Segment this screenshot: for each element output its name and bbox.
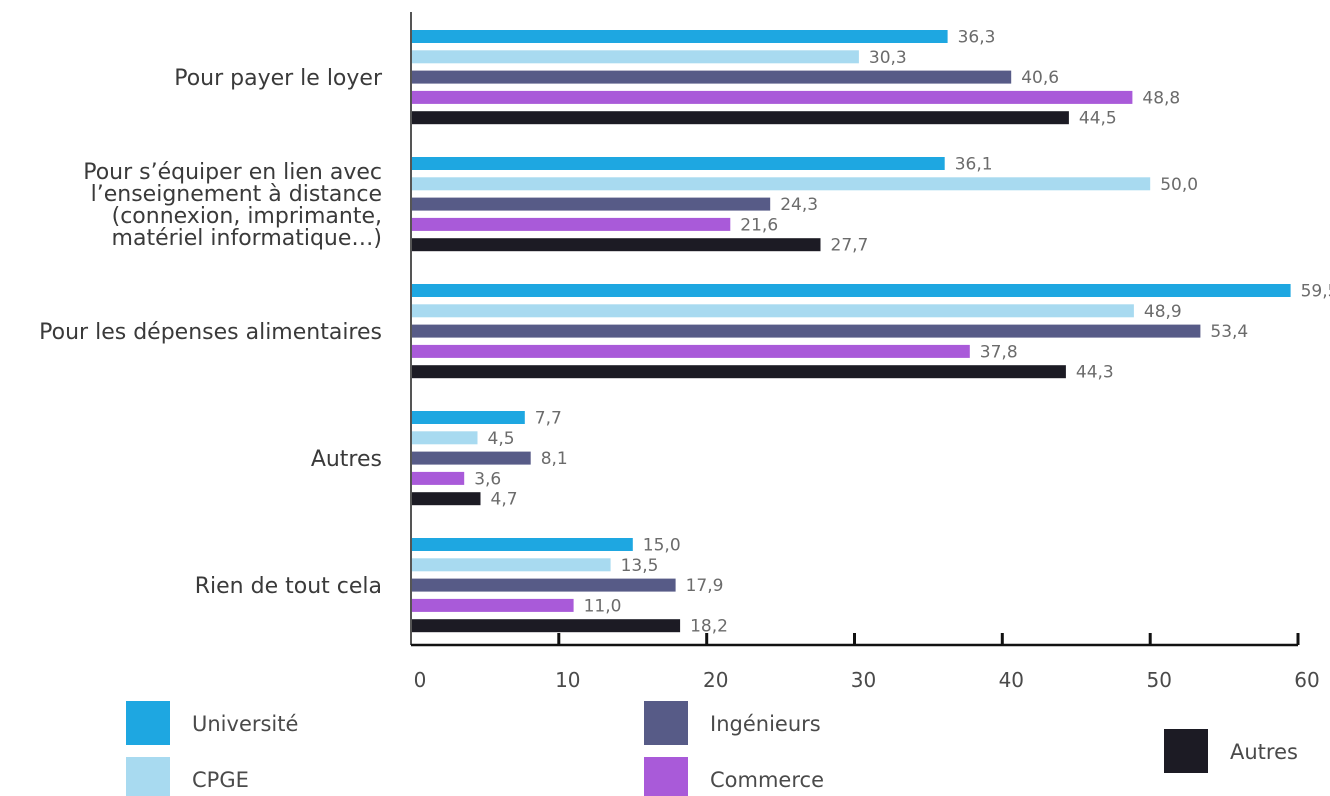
x-tick-label: 20 bbox=[703, 668, 728, 692]
x-tick-label: 30 bbox=[851, 668, 876, 692]
value-label: 36,3 bbox=[958, 28, 996, 48]
legend-label: Université bbox=[192, 712, 298, 736]
x-tick-label: 50 bbox=[1146, 668, 1171, 692]
bar-3-4 bbox=[411, 344, 970, 358]
legend-swatch bbox=[126, 757, 170, 796]
value-labels-group: 36,3 30,3 40,6 48,8 44,5 36,1 50,0 24,321,6 27,7… bbox=[474, 28, 1330, 637]
legend: Université CPGE Ingénieurs Commerce Autres bbox=[126, 701, 1298, 796]
value-label: 40,6 bbox=[1021, 68, 1059, 88]
bar-4-1 bbox=[411, 411, 525, 424]
x-axis: 0 10 20 30 40 50 60 bbox=[410, 12, 1320, 692]
legend-swatch bbox=[644, 757, 688, 796]
value-label: 48,8 bbox=[1142, 88, 1180, 108]
bars-group bbox=[411, 30, 1291, 633]
legend-swatch bbox=[1164, 729, 1208, 773]
legend-label: Autres bbox=[1230, 740, 1298, 764]
legend-label: Commerce bbox=[710, 768, 824, 792]
value-label: 27,7 bbox=[831, 236, 869, 256]
bar-3-2 bbox=[411, 304, 1134, 318]
bar-1-2 bbox=[411, 50, 859, 64]
bar-1-5 bbox=[411, 111, 1069, 125]
value-label: 8,1 bbox=[541, 449, 568, 469]
category-label: Pour payer le loyer bbox=[174, 66, 383, 91]
bar-3-1 bbox=[411, 284, 1291, 297]
value-label: 44,5 bbox=[1079, 109, 1117, 129]
value-label: 59,5 bbox=[1301, 282, 1330, 302]
value-label: 48,9 bbox=[1144, 302, 1182, 322]
value-label: 44,3 bbox=[1076, 363, 1114, 383]
category-label: Pour s’équiper en lien avec l’enseignemen… bbox=[83, 160, 382, 251]
bar-1-4 bbox=[411, 90, 1133, 104]
x-tick-label: 40 bbox=[999, 668, 1024, 692]
x-tick-label: 0 bbox=[414, 668, 427, 692]
bar-4-5 bbox=[411, 492, 481, 506]
bar-3-5 bbox=[411, 365, 1066, 379]
value-label: 4,7 bbox=[491, 490, 518, 510]
bar-4-4 bbox=[411, 471, 465, 485]
x-tick-label: 60 bbox=[1294, 668, 1319, 692]
value-label: 3,6 bbox=[474, 469, 501, 489]
bar-2-1 bbox=[411, 157, 945, 170]
value-label: 50,0 bbox=[1160, 175, 1198, 195]
bar-5-2 bbox=[411, 558, 611, 572]
bar-2-3 bbox=[411, 197, 771, 211]
category-label: Pour les dépenses alimentaires bbox=[39, 320, 382, 345]
bar-1-1 bbox=[411, 30, 948, 43]
value-label: 37,8 bbox=[980, 342, 1018, 362]
category-labels-group: Pour payer le loyer Pour s’équiper en lie… bbox=[39, 66, 383, 599]
value-label: 53,4 bbox=[1210, 322, 1248, 342]
value-label: 21,6 bbox=[740, 215, 778, 235]
value-label: 7,7 bbox=[535, 409, 562, 429]
legend-swatch bbox=[644, 701, 688, 745]
bar-5-1 bbox=[411, 538, 633, 551]
legend-swatch bbox=[126, 701, 170, 745]
x-tick-label: 10 bbox=[555, 668, 580, 692]
bar-1-3 bbox=[411, 70, 1012, 84]
bar-5-5 bbox=[411, 619, 681, 633]
bar-2-2 bbox=[411, 177, 1151, 191]
bar-4-2 bbox=[411, 431, 478, 445]
value-label: 30,3 bbox=[869, 48, 907, 68]
bar-2-4 bbox=[411, 217, 731, 231]
legend-label: CPGE bbox=[192, 768, 249, 792]
category-label: Rien de tout cela bbox=[195, 574, 382, 599]
value-label: 36,1 bbox=[955, 155, 993, 175]
value-label: 18,2 bbox=[690, 617, 728, 637]
bar-2-5 bbox=[411, 238, 821, 252]
bar-4-3 bbox=[411, 451, 531, 465]
bar-5-4 bbox=[411, 598, 574, 612]
bar-5-3 bbox=[411, 578, 676, 592]
value-label: 11,0 bbox=[584, 596, 622, 616]
value-label: 15,0 bbox=[643, 536, 681, 556]
value-label: 13,5 bbox=[621, 556, 659, 576]
value-label: 17,9 bbox=[686, 576, 724, 596]
value-label: 24,3 bbox=[780, 195, 818, 215]
value-label: 4,5 bbox=[488, 429, 515, 449]
category-label: Autres bbox=[311, 447, 382, 472]
legend-label: Ingénieurs bbox=[710, 712, 821, 736]
bar-3-3 bbox=[411, 324, 1201, 338]
